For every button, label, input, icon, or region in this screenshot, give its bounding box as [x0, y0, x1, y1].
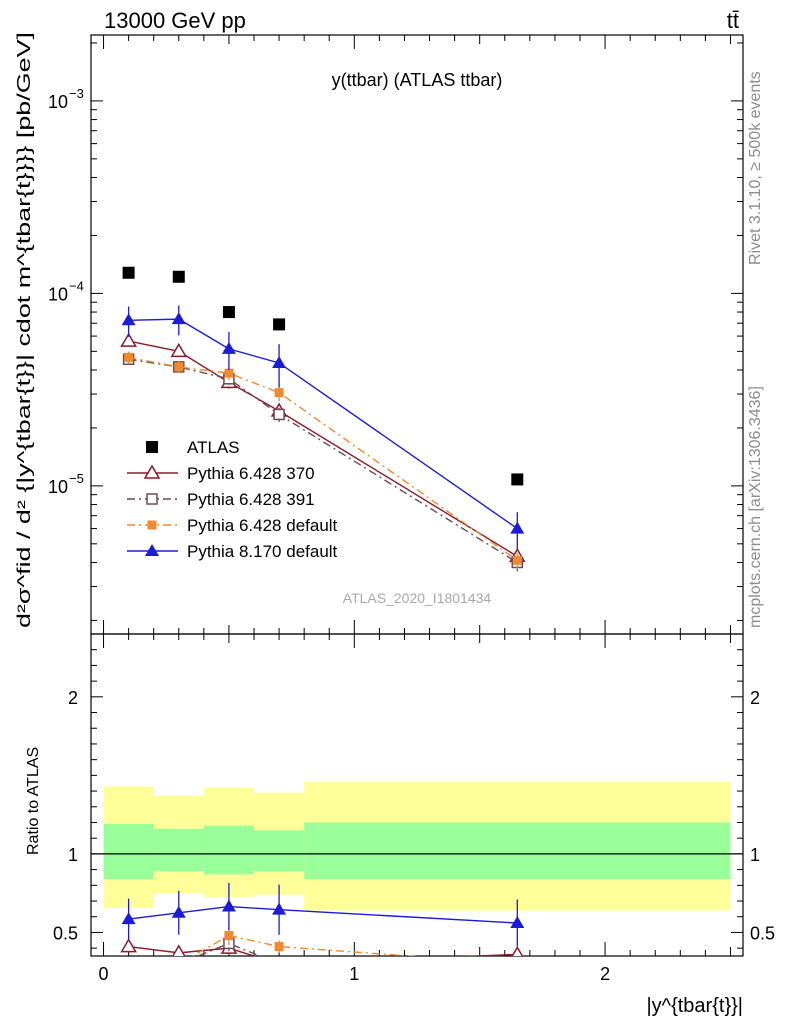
- ratio-y-tick-label-right: 1: [750, 845, 760, 865]
- legend-marker: [145, 544, 159, 556]
- ratio-series: [120, 882, 525, 969]
- x-tick-label: 0: [99, 964, 109, 984]
- ratio-series-3: [121, 882, 525, 947]
- ratio-point: [124, 959, 134, 969]
- ratio-band-inner: [153, 828, 204, 872]
- series-4: [121, 305, 525, 549]
- ratio-point: [171, 905, 186, 918]
- main-y-tick-exponent: −3: [69, 86, 84, 101]
- data-point: [273, 408, 285, 421]
- data-point: [121, 313, 136, 326]
- analysis-watermark: ATLAS_2020_I1801434: [343, 590, 492, 606]
- ratio-y-tick-label-left: 0.5: [53, 923, 78, 943]
- legend-label: Pythia 8.170 default: [187, 542, 338, 561]
- ratio-band-inner: [254, 830, 305, 872]
- ratio-point: [511, 945, 524, 956]
- series-2: [122, 353, 524, 572]
- series-line: [128, 356, 518, 561]
- legend-label: ATLAS: [187, 438, 240, 457]
- main-y-tick-label: 10: [48, 92, 68, 112]
- ratio-point: [512, 959, 522, 969]
- data-point: [171, 312, 186, 325]
- plot-title: y(ttbar) (ATLAS ttbar): [332, 70, 503, 90]
- legend-marker: [146, 441, 158, 453]
- data-point: [172, 270, 185, 283]
- header-process: tt̄: [727, 8, 739, 33]
- x-axis-label: |y^{tbar{t}}|: [646, 995, 743, 1017]
- legend: ATLAS Pythia 6.428 370 Pythia 6.428 391 Pyt…: [127, 438, 338, 561]
- ratio-y-tick-label-left: 1: [68, 845, 78, 865]
- ratio-y-tick-label-right: 0.5: [750, 923, 775, 943]
- main-y-tick-exponent: −5: [69, 471, 84, 486]
- ratio-point: [171, 944, 186, 956]
- ratio-point: [221, 899, 236, 912]
- ratio-point: [513, 959, 522, 968]
- legend-item: Pythia 6.428 391: [127, 490, 315, 509]
- legend-item: Pythia 8.170 default: [127, 542, 338, 561]
- ratio-point: [121, 912, 136, 925]
- ratio-point: [272, 902, 287, 915]
- x-tick-label: 1: [349, 964, 359, 984]
- ratio-band-inner: [203, 825, 254, 875]
- ratio-point: [278, 955, 280, 956]
- legend-item: Pythia 6.428 default: [127, 516, 338, 535]
- ratio-point: [174, 959, 184, 969]
- data-point: [221, 341, 236, 354]
- legend-marker: [143, 464, 161, 479]
- ratio-frame: [90, 633, 744, 957]
- header-energy: 13000 GeV pp: [104, 8, 246, 33]
- ratio-series-2: [124, 926, 522, 968]
- ratio-line: [191, 934, 419, 956]
- ratio-point: [120, 938, 137, 953]
- ratio-point: [224, 931, 234, 941]
- data-point: [170, 342, 188, 358]
- data-point: [512, 555, 522, 565]
- ratio-band-inner: [103, 824, 154, 880]
- ratio-point: [174, 959, 183, 968]
- legend-label: Pythia 6.428 370: [187, 464, 315, 483]
- data-point: [124, 352, 134, 362]
- ratio-y-tick-label-right: 2: [750, 688, 760, 708]
- legend-item: ATLAS: [146, 438, 240, 457]
- legend-marker: [147, 520, 157, 530]
- data-point: [120, 332, 137, 347]
- x-tick-label: 2: [600, 964, 610, 984]
- ratio-series-0: [120, 938, 524, 956]
- data-point: [122, 266, 135, 279]
- data-point: [174, 362, 184, 372]
- data-point: [224, 368, 234, 378]
- main-plot-area: 10−310−410−5: [48, 34, 744, 635]
- rivet-caption: Rivet 3.1.10, ≥ 500k events: [747, 71, 764, 265]
- series-3: [124, 351, 522, 569]
- legend-marker: [146, 493, 158, 505]
- ratio-line: [196, 942, 262, 956]
- legend-label: Pythia 6.428 391: [187, 490, 315, 509]
- data-point: [511, 473, 524, 486]
- data-point: [273, 318, 286, 331]
- ratio-y-tick-label-left: 2: [68, 688, 78, 708]
- main-y-tick-label: 10: [48, 477, 68, 497]
- data-point: [274, 388, 284, 398]
- ratio-point: [274, 959, 284, 969]
- mcplots-caption: mcplots.cern.ch [arXiv:1306.3436]: [747, 386, 764, 628]
- data-point: [510, 521, 525, 534]
- main-y-tick-label: 10: [48, 284, 68, 304]
- ratio-point: [124, 959, 133, 968]
- ratio-plot-area: 2 2 1 1 0.5 0.5 0 1 2: [53, 633, 775, 984]
- data-point: [222, 306, 235, 319]
- legend-label: Pythia 6.428 default: [187, 516, 338, 535]
- data-point: [272, 355, 287, 368]
- legend-item: Pythia 6.428 370: [127, 464, 315, 483]
- series-0: [122, 266, 524, 486]
- ratio-band-inner: [304, 822, 731, 880]
- ratio-y-axis-label: Ratio to ATLAS: [25, 747, 42, 855]
- ratio-point: [274, 942, 284, 952]
- ratio-point: [510, 916, 525, 929]
- main-y-tick-exponent: −4: [69, 278, 84, 293]
- main-y-axis-label: d²σ^fid / d² {|y^{tbar{t}}| cdot m^{tbar…: [14, 32, 34, 628]
